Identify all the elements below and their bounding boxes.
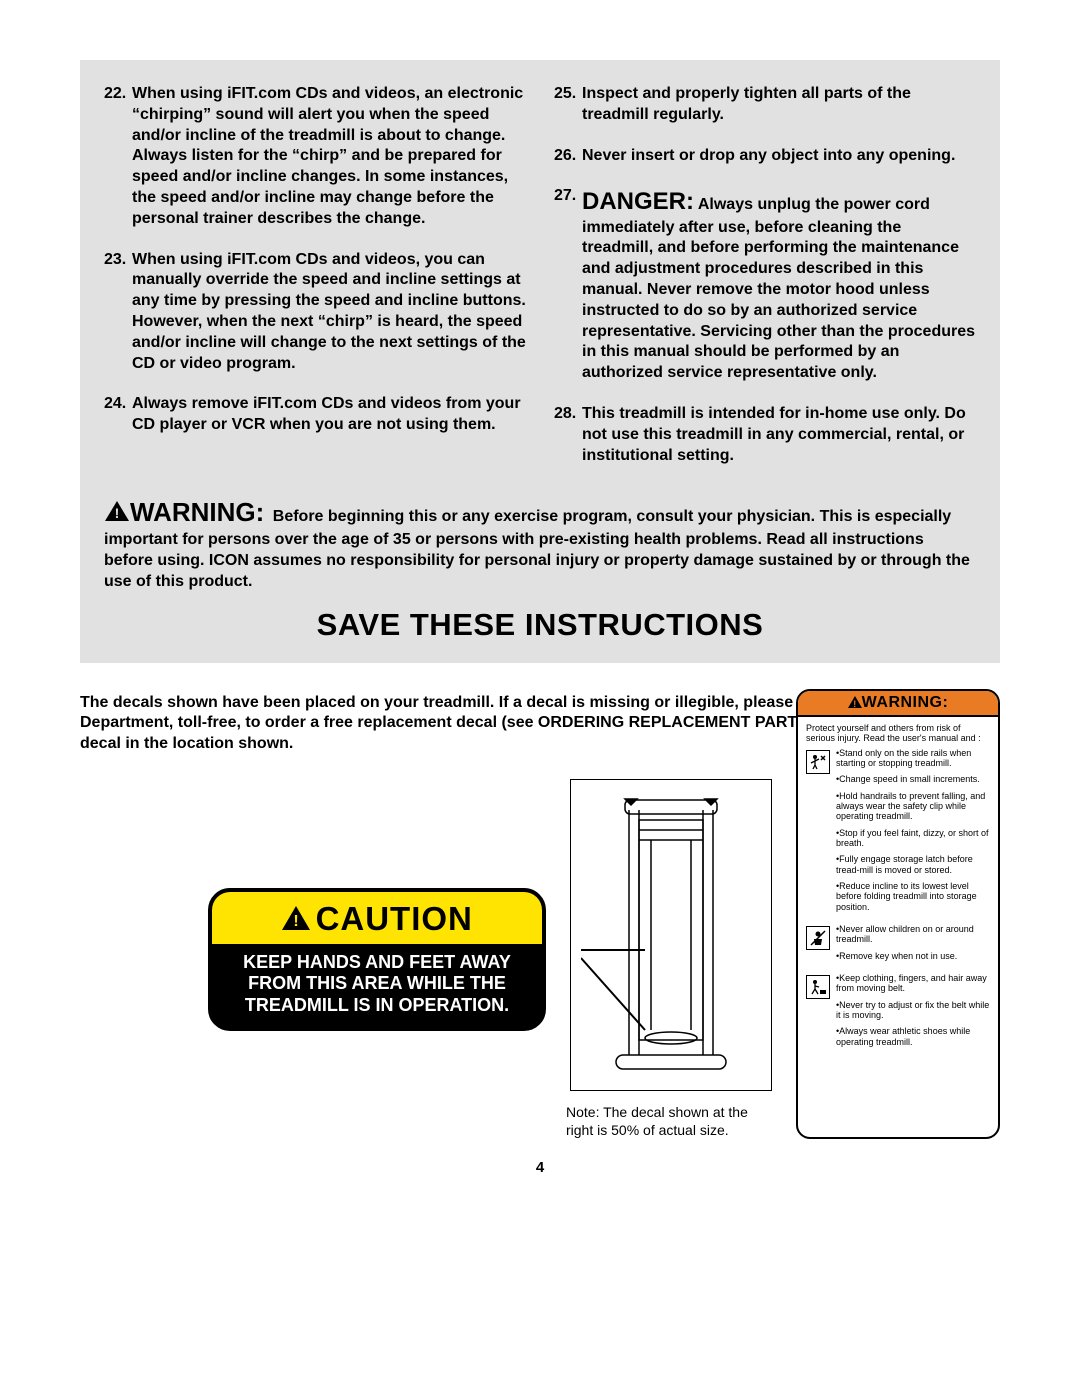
decal-bullet: •Always wear athletic shoes while operat… bbox=[836, 1026, 990, 1047]
warning-paragraph: !WARNING: Before beginning this or any e… bbox=[104, 496, 976, 592]
list-item: 25.Inspect and properly tighten all part… bbox=[554, 84, 976, 126]
caution-decal: ! CAUTION KEEP HANDS AND FEET AWAY FROM … bbox=[208, 888, 546, 1031]
item-text: This treadmill is intended for in-home u… bbox=[582, 404, 976, 466]
manual-page: 22.When using iFIT.com CDs and videos, a… bbox=[0, 0, 1080, 1206]
right-column: 25.Inspect and properly tighten all part… bbox=[554, 84, 976, 486]
decal-section-1: •Stand only on the side rails when start… bbox=[806, 748, 990, 918]
caution-triangle-icon: ! bbox=[281, 905, 311, 931]
warning-decal-bullets: •Stand only on the side rails when start… bbox=[798, 748, 998, 1054]
item-number: 26. bbox=[554, 146, 582, 167]
treadmill-diagram-area: Note: The decal shown at the right is 50… bbox=[566, 779, 776, 1139]
decal-size-note: Note: The decal shown at the right is 50… bbox=[566, 1103, 776, 1139]
safety-instructions-box: 22.When using iFIT.com CDs and videos, a… bbox=[80, 60, 1000, 663]
person-standing-icon bbox=[806, 750, 830, 774]
svg-text:!: ! bbox=[115, 505, 120, 521]
treadmill-line-drawing bbox=[570, 779, 772, 1091]
item-text: Always remove iFIT.com CDs and videos fr… bbox=[132, 394, 526, 436]
item-number: 22. bbox=[104, 84, 132, 230]
decal-bullet: •Never try to adjust or fix the belt whi… bbox=[836, 1000, 990, 1021]
item-text: Inspect and properly tighten all parts o… bbox=[582, 84, 976, 126]
decal-bullet: •Reduce incline to its lowest level befo… bbox=[836, 881, 990, 912]
item-number: 28. bbox=[554, 404, 582, 466]
item-text: Never insert or drop any object into any… bbox=[582, 146, 976, 167]
left-column: 22.When using iFIT.com CDs and videos, a… bbox=[104, 84, 526, 486]
two-column-layout: 22.When using iFIT.com CDs and videos, a… bbox=[104, 84, 976, 486]
svg-text:!: ! bbox=[853, 699, 857, 708]
list-item: 26.Never insert or drop any object into … bbox=[554, 146, 976, 167]
item-number: 23. bbox=[104, 250, 132, 375]
decal-bullet: •Stand only on the side rails when start… bbox=[836, 748, 990, 769]
decal-bullet: •Fully engage storage latch before tread… bbox=[836, 854, 990, 875]
item-text: DANGER: Always unplug the power cord imm… bbox=[582, 186, 976, 384]
list-item: 22.When using iFIT.com CDs and videos, a… bbox=[104, 84, 526, 230]
decal-bullet: •Stop if you feel faint, dizzy, or short… bbox=[836, 828, 990, 849]
caution-title: CAUTION bbox=[316, 900, 473, 937]
moving-belt-icon bbox=[806, 975, 830, 999]
item-text: When using iFIT.com CDs and videos, an e… bbox=[132, 84, 526, 230]
item-number: 25. bbox=[554, 84, 582, 126]
decal-section-3: •Keep clothing, fingers, and hair away f… bbox=[806, 973, 990, 1053]
caution-header: ! CAUTION bbox=[212, 892, 542, 944]
decal-illustration-row: ! CAUTION KEEP HANDS AND FEET AWAY FROM … bbox=[80, 779, 1000, 1139]
warning-decal-intro: Protect yourself and others from risk of… bbox=[798, 717, 998, 748]
list-item-danger: 27.DANGER: Always unplug the power cord … bbox=[554, 186, 976, 384]
caution-label-area: ! CAUTION KEEP HANDS AND FEET AWAY FROM … bbox=[80, 779, 546, 1139]
decal-bullet: •Change speed in small increments. bbox=[836, 774, 990, 784]
decal-bullet: •Hold handrails to prevent falling, and … bbox=[836, 791, 990, 822]
warning-decal-header: !WARNING: bbox=[798, 691, 998, 717]
no-children-icon bbox=[806, 926, 830, 950]
page-number: 4 bbox=[80, 1159, 1000, 1176]
list-item: 28.This treadmill is intended for in-hom… bbox=[554, 404, 976, 466]
item-text: When using iFIT.com CDs and videos, you … bbox=[132, 250, 526, 375]
svg-text:!: ! bbox=[293, 913, 298, 930]
decal-bullet: •Never allow children on or around tread… bbox=[836, 924, 990, 945]
warning-decal-triangle-icon: ! bbox=[848, 696, 862, 708]
list-item: 24.Always remove iFIT.com CDs and videos… bbox=[104, 394, 526, 436]
treadmill-svg bbox=[581, 790, 761, 1080]
warning-headline: WARNING: bbox=[130, 497, 264, 527]
decal-section-2: •Never allow children on or around tread… bbox=[806, 924, 990, 967]
warning-decal: !WARNING: Protect yourself and others fr… bbox=[796, 689, 1000, 1139]
list-item: 23.When using iFIT.com CDs and videos, y… bbox=[104, 250, 526, 375]
decal-bullet: •Keep clothing, fingers, and hair away f… bbox=[836, 973, 990, 994]
item-number: 24. bbox=[104, 394, 132, 436]
decal-bullet: •Remove key when not in use. bbox=[836, 951, 990, 961]
item-number: 27. bbox=[554, 186, 582, 384]
caution-body-text: KEEP HANDS AND FEET AWAY FROM THIS AREA … bbox=[212, 944, 542, 1027]
save-instructions-heading: SAVE THESE INSTRUCTIONS bbox=[104, 607, 976, 643]
warning-triangle-icon: ! bbox=[104, 500, 130, 522]
